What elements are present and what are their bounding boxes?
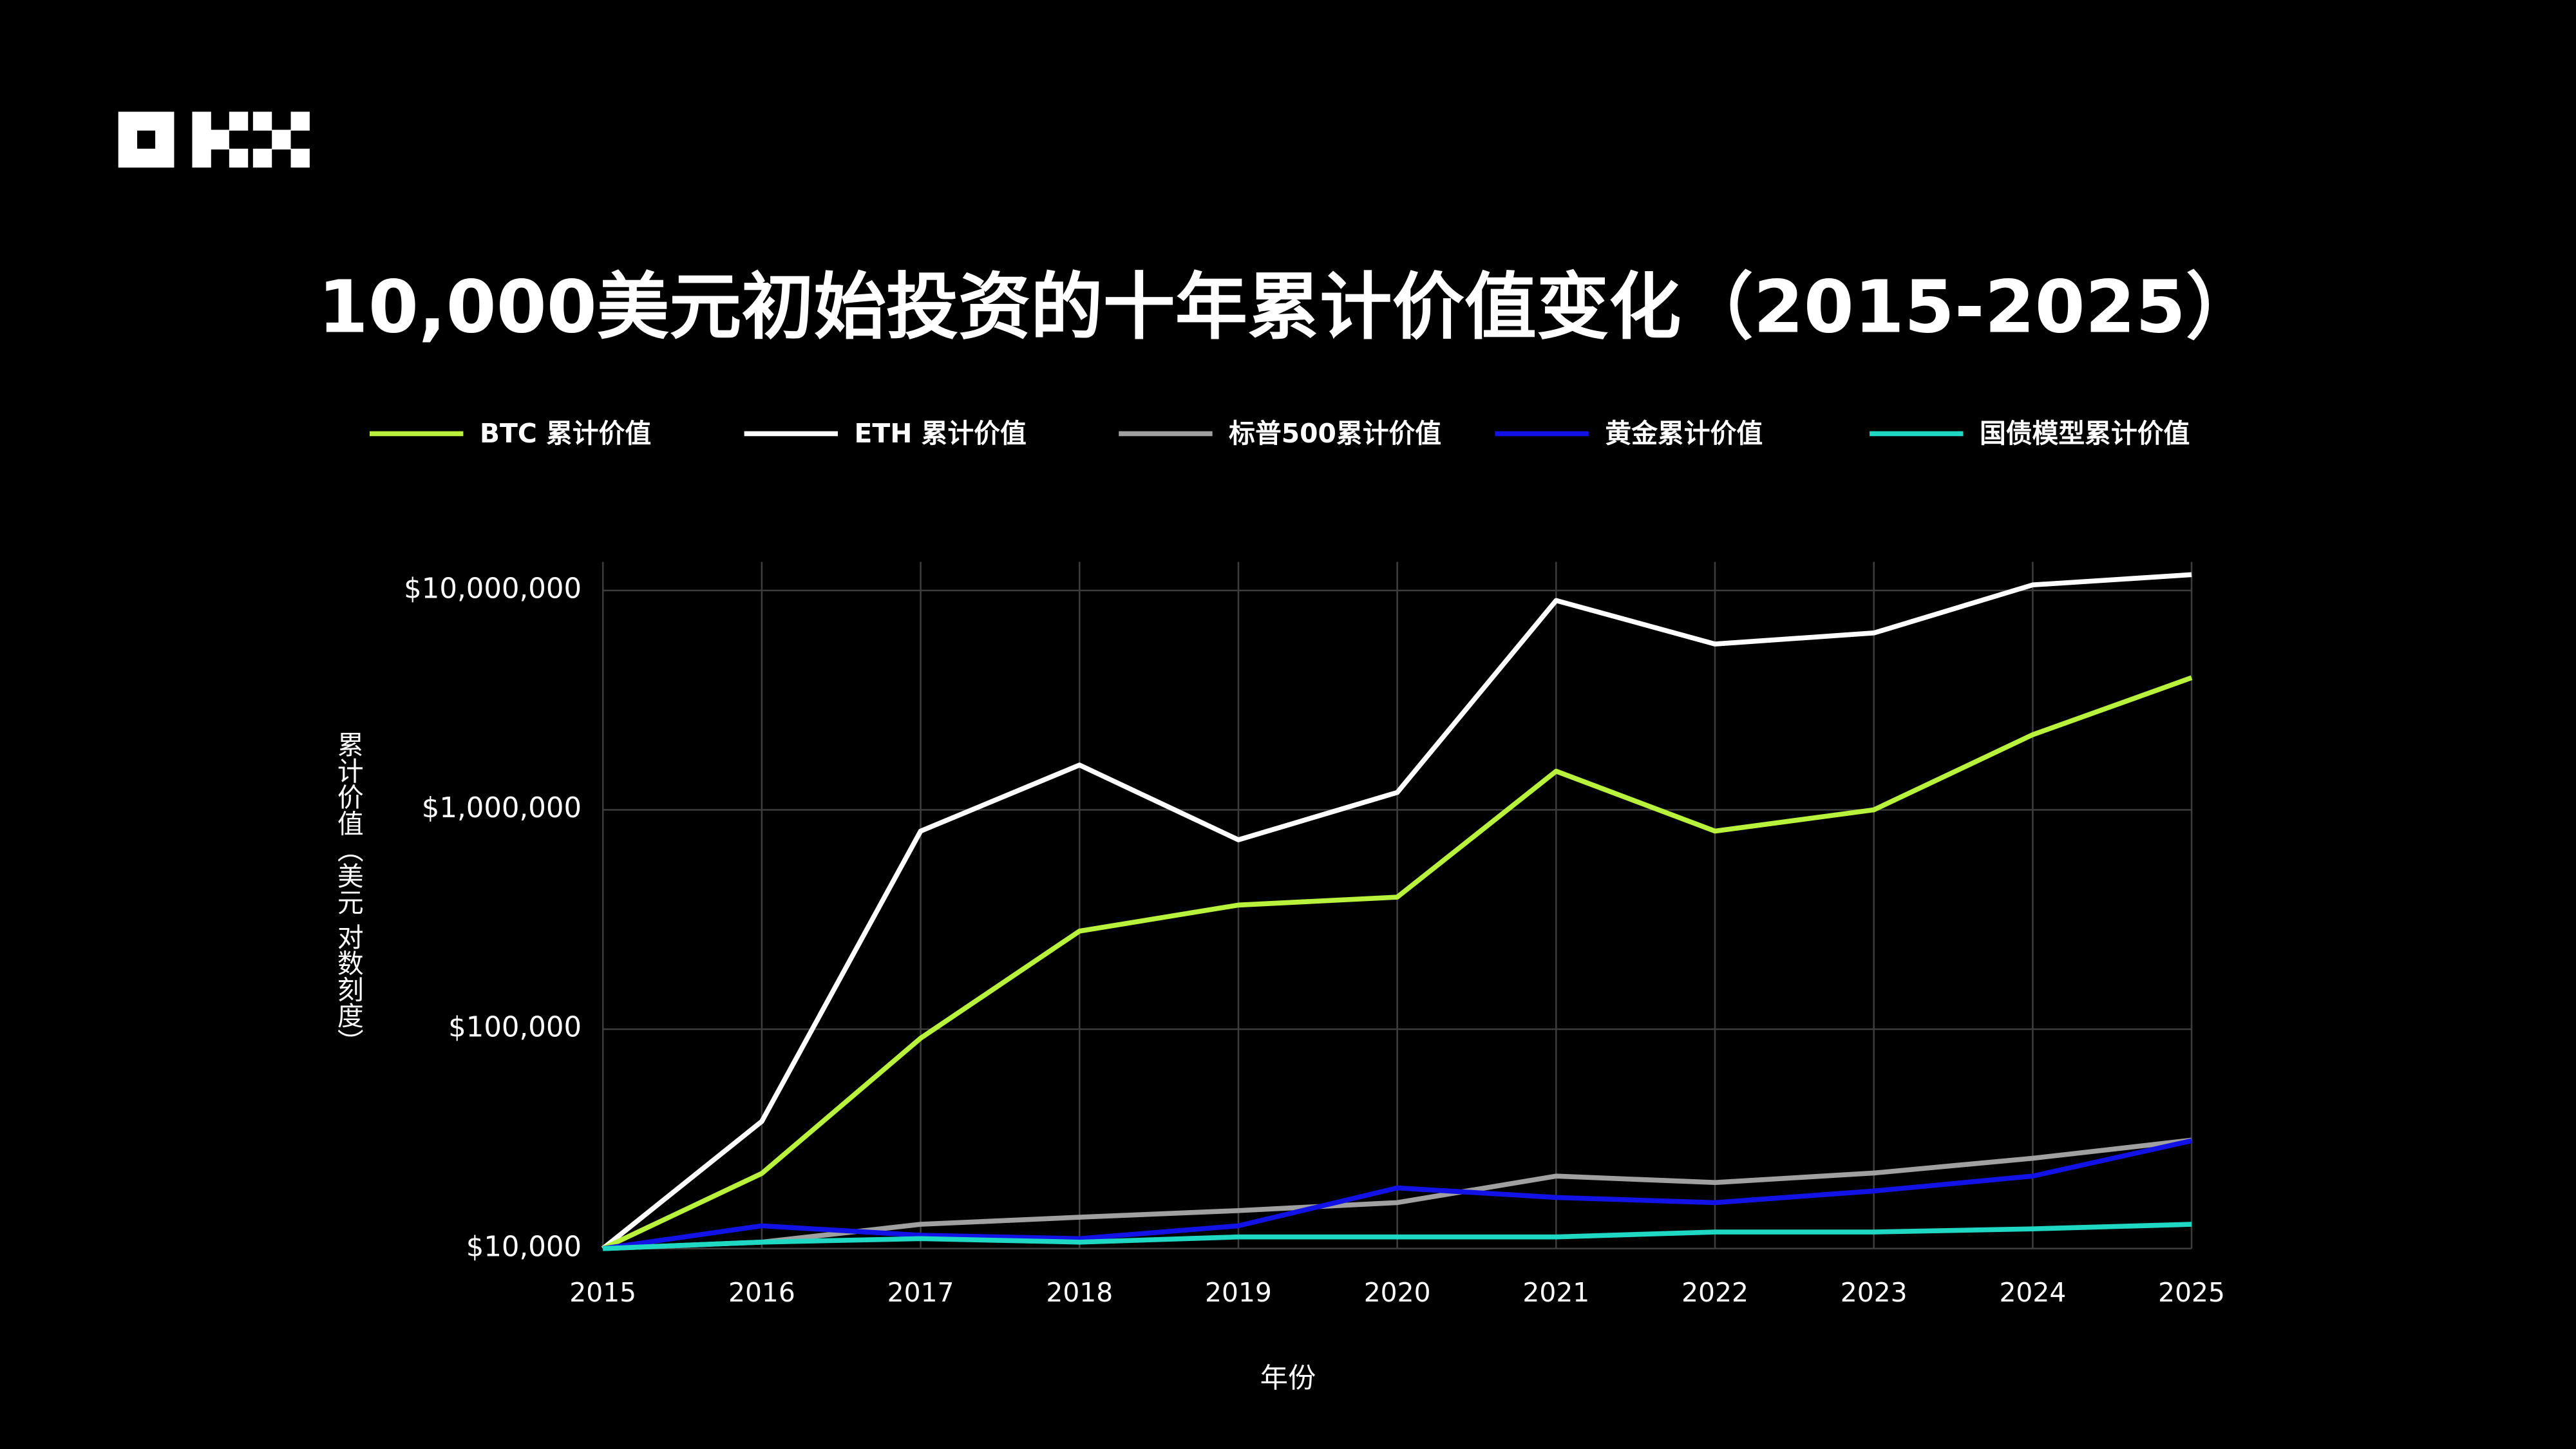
- x-tick-label: 2017: [887, 1277, 954, 1308]
- legend-label: 国债模型累计价值: [1980, 418, 2190, 449]
- y-axis-label: 累计价值（美元 对数刻度）: [333, 731, 364, 1055]
- x-tick-label: 2018: [1046, 1277, 1113, 1308]
- x-tick-label: 2024: [1999, 1277, 2066, 1308]
- legend-label: BTC 累计价值: [480, 418, 651, 449]
- y-tick-label: $10,000: [466, 1231, 582, 1263]
- y-tick-label: $100,000: [448, 1012, 582, 1044]
- legend-label: ETH 累计价值: [855, 418, 1027, 449]
- x-tick-label: 2021: [1522, 1277, 1589, 1308]
- y-tick-label: $10,000,000: [404, 573, 582, 605]
- y-tick-label: $1,000,000: [422, 792, 582, 824]
- x-axis-label: 年份: [1260, 1362, 1316, 1394]
- x-tick-label: 2023: [1841, 1277, 1908, 1308]
- series-line: [603, 1222, 2192, 1251]
- logo: [118, 111, 310, 168]
- legend-label: 黄金累计价值: [1605, 418, 1763, 449]
- x-tick-label: 2015: [569, 1277, 636, 1308]
- series-line: [602, 1138, 2192, 1251]
- x-tick-label: 2020: [1364, 1277, 1431, 1308]
- x-tick-label: 2025: [2158, 1277, 2225, 1308]
- x-tick-label: 2019: [1205, 1277, 1272, 1308]
- x-tick-label: 2022: [1681, 1277, 1748, 1308]
- series-line: [601, 675, 2193, 1251]
- chart-title: 10,000美元初始投资的十年累计价值变化（2015-2025）: [318, 265, 2258, 349]
- x-tick-label: 2016: [728, 1277, 795, 1308]
- legend-label: 标普500累计价值: [1229, 418, 1441, 449]
- series-line: [601, 572, 2192, 1251]
